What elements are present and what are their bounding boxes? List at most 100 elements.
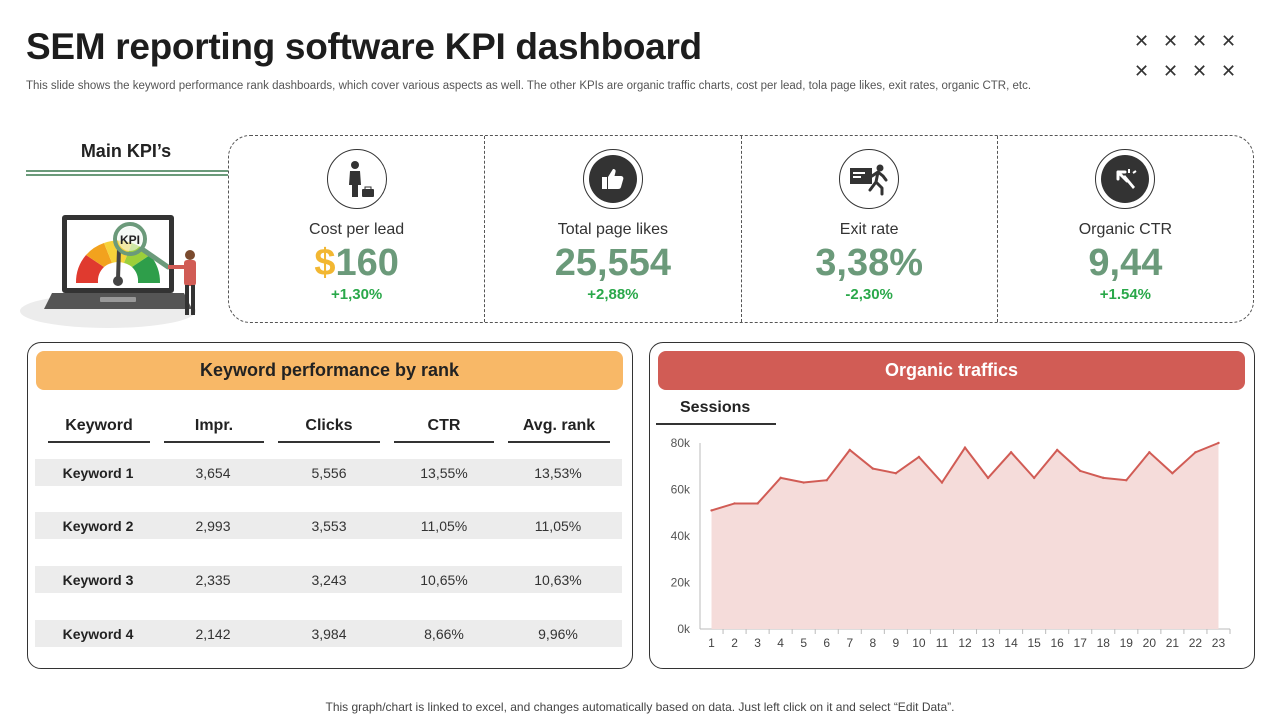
column-header-clicks: Clicks (305, 417, 353, 434)
cell-keyword: Keyword 2 (62, 517, 134, 534)
header-underline (278, 441, 380, 443)
main-kpis-underline (26, 170, 228, 176)
kpi-number: 25,554 (554, 242, 671, 284)
column-header-ctr: CTR (427, 417, 461, 434)
organic-traffic-panel: Organic traffics Sessions 0k 20k 40k 60k 80k… (649, 342, 1255, 669)
cell-impressions: 2,142 (195, 625, 231, 642)
kpi-label: Cost per lead (309, 221, 405, 238)
cross-mark-icon: ✕ (1192, 61, 1208, 81)
cross-mark-icon: ✕ (1192, 31, 1208, 51)
decorative-cross-marks: ✕ ✕ ✕ ✕ ✕ ✕ ✕ ✕ (1134, 30, 1246, 86)
keyword-panel-title: Keyword performance by rank (36, 351, 623, 390)
cell-ctr: 10,65% (420, 571, 468, 588)
illustration-kpi-text: KPI (120, 233, 140, 247)
cell-avg-rank: 10,63% (534, 571, 582, 588)
header-underline (164, 441, 264, 443)
x-tick-label: 5 (800, 636, 807, 650)
kpi-card-organic-ctr: Organic CTR 9,44 +1.54% (996, 136, 1253, 322)
x-tick-label: 1 (708, 636, 715, 650)
cross-mark-icon: ✕ (1134, 31, 1150, 51)
kpi-value: $160 (229, 242, 484, 285)
kpi-change: +1.54% (1099, 286, 1152, 303)
sessions-data-point (756, 502, 759, 505)
y-tick-label: 60k (671, 483, 691, 497)
kpi-change: -2,30% (845, 286, 893, 303)
x-tick-label: 4 (777, 636, 784, 650)
currency-symbol: $ (314, 242, 336, 284)
cell-clicks: 3,553 (311, 517, 347, 534)
sessions-data-point (1217, 441, 1220, 445)
x-tick-label: 12 (958, 636, 972, 650)
organic-traffic-title: Organic traffics (658, 351, 1245, 390)
header-underline (48, 441, 150, 443)
kpi-strip: Cost per lead $160 +1,30% Total page lik… (228, 135, 1254, 323)
cross-mark-icon: ✕ (1134, 61, 1150, 81)
sessions-data-point (1079, 469, 1082, 473)
cell-ctr: 13,55% (420, 464, 468, 481)
x-tick-label: 16 (1050, 636, 1064, 650)
sessions-data-point (1125, 479, 1128, 482)
thumbs-up-icon (582, 149, 643, 209)
cross-mark-icon: ✕ (1163, 31, 1179, 51)
table-row: Keyword 4 2,142 3,984 8,66% 9,96% (35, 620, 622, 647)
x-tick-label: 17 (1074, 636, 1088, 650)
sessions-data-point (825, 479, 828, 482)
cell-impressions: 3,654 (195, 464, 231, 481)
cell-impressions: 2,993 (195, 517, 231, 534)
kpi-label: Exit rate (839, 221, 899, 238)
y-tick-label: 20k (671, 576, 691, 590)
x-tick-label: 21 (1166, 636, 1180, 650)
sessions-data-point (986, 476, 990, 480)
x-tick-label: 19 (1120, 636, 1134, 650)
page-title: SEM reporting software KPI dashboard (26, 26, 702, 67)
cell-avg-rank: 9,96% (538, 625, 578, 642)
sessions-data-point (1009, 451, 1013, 454)
kpi-number: 3,38% (815, 242, 923, 284)
x-tick-label: 10 (912, 636, 926, 650)
footer-note: This graph/chart is linked to excel, and… (325, 700, 955, 714)
sessions-underline (656, 423, 776, 425)
column-header-impressions: Impr. (194, 417, 234, 434)
table-row: Keyword 1 3,654 5,556 13,55% 13,53% (35, 459, 622, 486)
sessions-data-point (940, 481, 944, 484)
kpi-laptop-illustration: KPI (20, 215, 196, 328)
kpi-change: +2,88% (587, 286, 639, 303)
header-underline (394, 441, 494, 443)
sessions-data-point (963, 446, 967, 449)
x-tick-label: 11 (936, 636, 949, 650)
cell-keyword: Keyword 4 (62, 625, 134, 642)
x-tick-label: 9 (893, 636, 900, 650)
cell-clicks: 5,556 (311, 464, 347, 481)
sessions-data-point (779, 476, 782, 480)
sessions-data-point (848, 448, 851, 452)
sessions-data-point (871, 467, 875, 470)
x-tick-label: 15 (1027, 636, 1041, 650)
column-header-keyword: Keyword (65, 417, 133, 434)
x-tick-label: 13 (981, 636, 995, 650)
kpi-card-total-page-likes: Total page likes 25,554 +2,88% (484, 136, 740, 322)
cross-mark-icon: ✕ (1221, 61, 1237, 81)
x-tick-label: 3 (754, 636, 761, 650)
kpi-value: 9,44 (998, 242, 1253, 285)
exit-running-man-icon (839, 149, 900, 209)
kpi-value: 3,38% (742, 242, 997, 285)
y-tick-label: 0k (677, 622, 691, 636)
cursor-click-icon (1095, 149, 1156, 209)
cell-ctr: 11,05% (420, 517, 468, 534)
cell-avg-rank: 13,53% (534, 464, 582, 481)
table-row: Keyword 3 2,335 3,243 10,65% 10,63% (35, 566, 622, 593)
header-underline (508, 441, 610, 443)
cross-mark-icon: ✕ (1221, 31, 1237, 51)
x-tick-label: 8 (869, 636, 876, 650)
main-kpis-heading: Main KPI’s (80, 141, 172, 161)
cross-mark-icon: ✕ (1163, 61, 1179, 81)
cell-clicks: 3,243 (311, 571, 347, 588)
x-tick-label: 6 (823, 636, 830, 650)
table-row: Keyword 2 2,993 3,553 11,05% 11,05% (35, 512, 622, 539)
column-header-avg-rank: Avg. rank (522, 417, 596, 434)
keyword-table-header: Keyword Impr. Clicks CTR Avg. rank (48, 417, 618, 443)
sessions-area-fill (711, 443, 1219, 629)
sessions-data-point (1055, 448, 1059, 452)
kpi-change: +1,30% (330, 286, 383, 303)
